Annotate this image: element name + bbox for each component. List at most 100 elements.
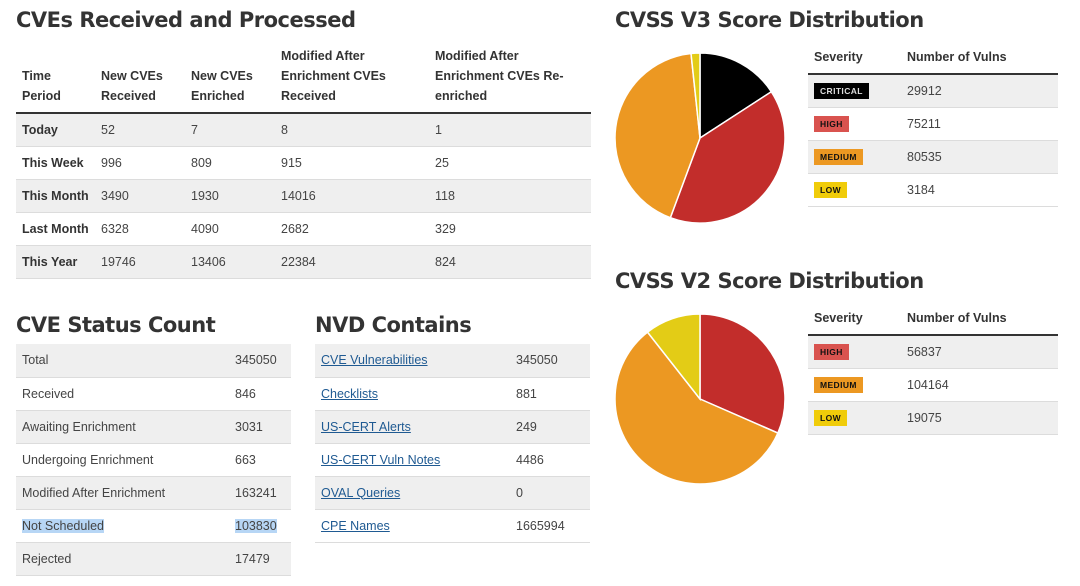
value-cell: 809: [185, 146, 275, 180]
value-cell: 1930: [185, 179, 275, 213]
column-header: Time Period: [16, 45, 95, 114]
status-label: Undergoing Enrichment: [22, 452, 154, 467]
pie-slice-medium: [614, 331, 779, 485]
time-period-cell: This Month: [16, 179, 95, 213]
value-cell: 6328: [95, 212, 185, 246]
cves-received-title: CVEs Received and Processed: [16, 8, 356, 32]
column-header: Number of Vulns: [901, 301, 1058, 336]
table-row: This Month 3490 1930 14016 118: [16, 179, 591, 213]
table-row: Undergoing Enrichment 663: [16, 443, 291, 477]
table-row: Modified After Enrichment 163241: [16, 476, 291, 510]
value-cell: 915: [275, 146, 429, 180]
table-row: This Year 19746 13406 22384 824: [16, 245, 591, 279]
status-label: Total: [22, 353, 49, 368]
status-label: Awaiting Enrichment: [22, 419, 136, 434]
nvd-value: 881: [510, 377, 590, 411]
value-cell: 14016: [275, 179, 429, 213]
value-cell: 19746: [95, 245, 185, 279]
table-row: CRITICAL 29912: [808, 74, 1058, 108]
nvd-value: 1665994: [510, 509, 590, 543]
cves-received-table: Time Period New CVEs Received New CVEs E…: [16, 45, 591, 279]
value-cell: 996: [95, 146, 185, 180]
cvss-v2-table: Severity Number of Vulns HIGH 56837 MEDIUM…: [808, 301, 1058, 435]
nvd-value: 345050: [510, 344, 590, 378]
column-header: Modified After Enrichment CVEs Received: [275, 45, 429, 114]
nvd-link[interactable]: CVE Vulnerabilities: [321, 353, 428, 368]
severity-badge: LOW: [814, 409, 848, 426]
time-period-cell: This Year: [16, 245, 95, 279]
table-row: LOW 3184: [808, 173, 1058, 207]
nvd-link[interactable]: CPE Names: [321, 518, 390, 533]
severity-badge: MEDIUM: [814, 148, 863, 165]
value-cell: 13406: [185, 245, 275, 279]
vuln-count: 3184: [901, 173, 1058, 207]
nvd-link[interactable]: US-CERT Alerts: [321, 419, 411, 434]
status-label: Not Scheduled: [22, 518, 105, 533]
table-row: MEDIUM 104164: [808, 368, 1058, 402]
cvss-v2-pie-chart: [614, 313, 786, 485]
pie-slice-high: [699, 313, 786, 435]
severity-badge: HIGH: [814, 343, 849, 360]
pie-slice-high: [669, 90, 786, 224]
table-row: US-CERT Vuln Notes 4486: [315, 443, 590, 477]
vuln-count: 56837: [901, 335, 1058, 369]
status-value: 103830: [235, 518, 277, 533]
status-value: 846: [235, 386, 256, 401]
status-value: 345050: [235, 353, 277, 368]
table-row: Total 345050: [16, 344, 291, 378]
nvd-contains-title: NVD Contains: [315, 313, 472, 337]
vuln-count: 19075: [901, 401, 1058, 435]
status-value: 3031: [235, 419, 263, 434]
table-row: HIGH 56837: [808, 335, 1058, 369]
table-row: OVAL Queries 0: [315, 476, 590, 510]
time-period-cell: Today: [16, 113, 95, 147]
status-label: Modified After Enrichment: [22, 485, 166, 500]
nvd-value: 4486: [510, 443, 590, 477]
value-cell: 1: [429, 113, 591, 147]
nvd-link[interactable]: US-CERT Vuln Notes: [321, 452, 441, 467]
value-cell: 3490: [95, 179, 185, 213]
nvd-value: 0: [510, 476, 590, 510]
column-header: Number of Vulns: [901, 40, 1058, 75]
nvd-value: 249: [510, 410, 590, 444]
value-cell: 2682: [275, 212, 429, 246]
value-cell: 7: [185, 113, 275, 147]
table-row: CVE Vulnerabilities 345050: [315, 344, 590, 378]
table-row: Checklists 881: [315, 377, 590, 411]
value-cell: 4090: [185, 212, 275, 246]
value-cell: 25: [429, 146, 591, 180]
table-row: LOW 19075: [808, 401, 1058, 435]
cvss-v3-title: CVSS V3 Score Distribution: [615, 8, 924, 32]
severity-badge: CRITICAL: [814, 82, 869, 99]
table-row: Rejected 17479: [16, 542, 291, 576]
column-header: Severity: [808, 301, 901, 336]
table-row: Today 52 7 8 1: [16, 113, 591, 147]
column-header: Severity: [808, 40, 901, 75]
nvd-link[interactable]: Checklists: [321, 386, 378, 401]
table-row: Received 846: [16, 377, 291, 411]
severity-badge: LOW: [814, 181, 848, 198]
time-period-cell: This Week: [16, 146, 95, 180]
nvd-link[interactable]: OVAL Queries: [321, 485, 401, 500]
nvd-contains-table: CVE Vulnerabilities 345050 Checklists 881 US…: [315, 344, 590, 543]
column-header: New CVEs Enriched: [185, 45, 275, 114]
pie-slice-medium: [614, 52, 701, 219]
value-cell: 22384: [275, 245, 429, 279]
column-header: Modified After Enrichment CVEs Re-enrich…: [429, 45, 591, 114]
status-count-table: Total 345050 Received 846 Awaiting Enrichmen…: [16, 344, 291, 576]
status-count-title: CVE Status Count: [16, 313, 216, 337]
value-cell: 329: [429, 212, 591, 246]
cvss-v3-pie-chart: [614, 52, 786, 224]
cvss-v3-table: Severity Number of Vulns CRITICAL 29912 HI…: [808, 40, 1058, 207]
table-row: Last Month 6328 4090 2682 329: [16, 212, 591, 246]
severity-badge: HIGH: [814, 115, 849, 132]
table-row: Not Scheduled 103830: [16, 509, 291, 543]
status-value: 663: [235, 452, 256, 467]
pie-slice-low: [690, 52, 701, 139]
table-row: CPE Names 1665994: [315, 509, 590, 543]
table-row: This Week 996 809 915 25: [16, 146, 591, 180]
time-period-cell: Last Month: [16, 212, 95, 246]
table-row: Awaiting Enrichment 3031: [16, 410, 291, 444]
table-row: US-CERT Alerts 249: [315, 410, 590, 444]
status-label: Rejected: [22, 551, 72, 566]
